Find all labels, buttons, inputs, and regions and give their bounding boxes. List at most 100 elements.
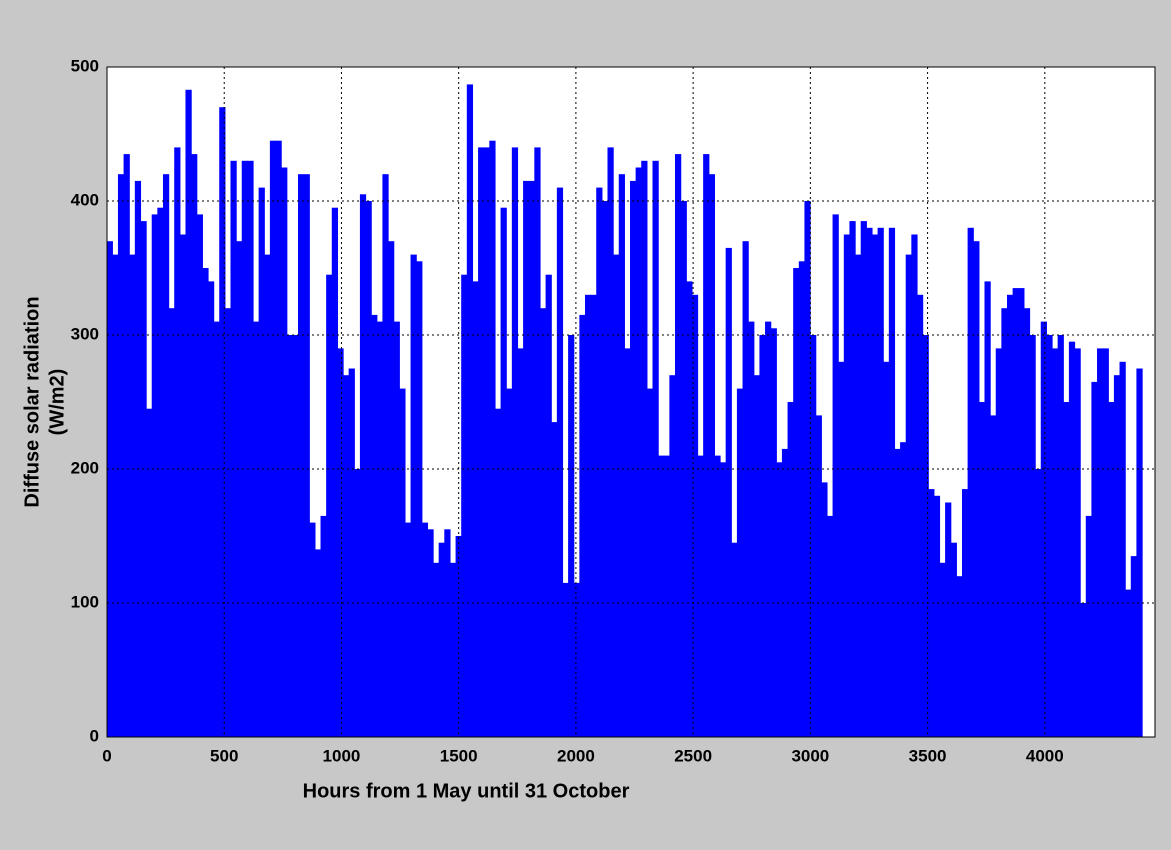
bar	[725, 247, 732, 737]
bar	[990, 415, 997, 737]
bar	[708, 174, 715, 737]
bar	[1029, 335, 1036, 737]
bar	[1136, 368, 1143, 737]
bar	[517, 348, 524, 737]
bar	[1046, 335, 1053, 737]
bar	[1108, 402, 1115, 737]
bar	[843, 234, 851, 737]
bar	[1052, 348, 1059, 737]
bar	[1040, 321, 1047, 737]
bar	[219, 107, 226, 737]
bar	[866, 227, 873, 738]
bar	[562, 582, 569, 737]
bar	[1012, 288, 1019, 737]
bar	[590, 294, 597, 737]
bar	[1074, 348, 1081, 737]
bar	[1068, 341, 1076, 737]
bar	[472, 281, 479, 737]
bar	[129, 254, 136, 737]
bar	[489, 140, 496, 737]
bar	[202, 268, 209, 737]
bar	[1018, 288, 1025, 737]
bar	[545, 274, 552, 737]
bar	[230, 160, 237, 738]
bar	[427, 529, 434, 737]
y-tick-label: 400	[71, 190, 99, 209]
bar	[399, 388, 406, 737]
y-tick-label: 300	[71, 324, 99, 343]
bar	[207, 281, 215, 737]
bar	[168, 308, 175, 737]
bar	[624, 348, 631, 737]
bar	[849, 221, 856, 738]
bar	[973, 241, 980, 737]
bar	[697, 455, 704, 737]
bar	[995, 348, 1002, 737]
bar	[787, 402, 794, 737]
bar	[781, 448, 789, 737]
bar	[793, 268, 800, 737]
bar	[900, 442, 907, 737]
bar	[320, 515, 327, 737]
bar	[466, 84, 474, 738]
x-axis-label: Hours from 1 May until 31 October	[303, 780, 630, 802]
bar	[416, 261, 423, 737]
bar	[196, 214, 203, 737]
bar	[641, 160, 648, 738]
bar	[1091, 381, 1098, 737]
bar	[1113, 375, 1121, 737]
bar	[388, 241, 395, 737]
bar	[117, 174, 125, 737]
bar	[601, 201, 609, 737]
bar	[185, 89, 192, 737]
bar	[691, 294, 699, 737]
bar	[140, 221, 147, 738]
bar	[720, 462, 727, 737]
bar	[236, 241, 243, 737]
bar	[157, 207, 164, 737]
bar	[359, 194, 367, 738]
bar	[905, 254, 912, 737]
bar	[106, 241, 113, 737]
bar	[939, 562, 946, 737]
bar	[123, 154, 130, 738]
bar	[275, 140, 282, 737]
bar	[776, 462, 783, 737]
bar	[911, 234, 918, 737]
bar	[213, 321, 220, 737]
bar	[224, 308, 232, 737]
bar	[174, 147, 181, 737]
x-tick-label: 2500	[674, 746, 712, 765]
bar	[607, 147, 614, 737]
bar	[241, 160, 248, 738]
bar	[348, 368, 355, 737]
bar	[652, 160, 659, 738]
bar	[298, 174, 305, 737]
bar	[326, 274, 333, 737]
bar	[292, 335, 299, 737]
y-axis-label: (W/m2)	[46, 369, 68, 436]
bar	[112, 254, 119, 737]
x-tick-label: 3000	[791, 746, 829, 765]
bar	[950, 542, 957, 737]
bar	[483, 147, 490, 737]
bar	[191, 154, 198, 738]
bar	[371, 314, 378, 737]
bar	[646, 388, 654, 737]
bar	[877, 227, 884, 738]
x-tick-label: 4000	[1026, 746, 1064, 765]
bar	[1130, 556, 1138, 737]
bar	[303, 174, 310, 737]
bar	[826, 515, 834, 737]
bar	[539, 308, 547, 737]
bar	[933, 495, 941, 737]
bar	[494, 408, 502, 737]
bar	[376, 321, 384, 737]
bar	[770, 328, 777, 737]
bar	[945, 502, 952, 737]
y-tick-label: 200	[71, 458, 99, 477]
bar	[258, 187, 265, 738]
bar	[618, 174, 625, 737]
